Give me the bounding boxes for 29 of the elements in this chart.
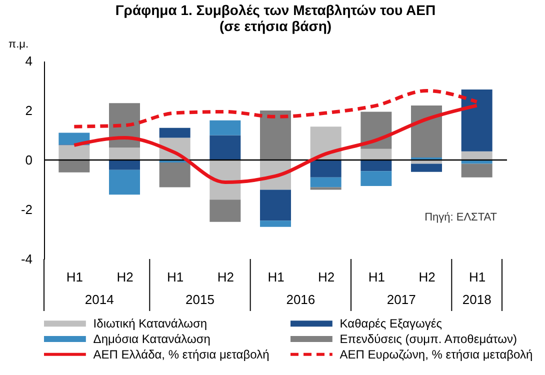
- y-tick-label: 2: [25, 103, 32, 118]
- legend-label: Καθαρές Εξαγωγές: [340, 316, 442, 331]
- legend-label: Ιδιωτική Κατανάλωση: [93, 316, 208, 331]
- x-tick-label: H1: [66, 270, 83, 284]
- x-tick-label: H1: [368, 270, 385, 284]
- text: 2018: [462, 292, 492, 307]
- y-tick-label: -4: [20, 252, 32, 266]
- legend-label: ΑΕΠ Ελλάδα, % ετήσια μεταβολή: [93, 347, 270, 362]
- text: 2015: [186, 292, 214, 307]
- y-tick-label: -2: [20, 202, 32, 217]
- x-tick-label: H1: [167, 270, 184, 284]
- chart-title: Γράφημα 1. Συμβολές των Μεταβλητών του ΑΕΠ: [115, 2, 436, 18]
- legend-label: ΑΕΠ Ευρωζώνη, % ετήσια μεταβολή: [340, 347, 533, 362]
- x-tick-label: H1: [268, 270, 284, 284]
- x-tick-label: H1: [469, 270, 486, 284]
- x-tick-label: H2: [318, 270, 335, 284]
- y-axis-title: π.μ.: [8, 38, 29, 50]
- y-tick-label: 4: [25, 54, 32, 68]
- x-tick-label: H2: [217, 270, 234, 284]
- text: 2014: [84, 292, 114, 307]
- text: 2016: [286, 292, 316, 307]
- legend-label: Δημόσια Κατανάλωση: [93, 332, 210, 346]
- chart-subtitle: (σε ετήσια βάση): [219, 18, 332, 34]
- x-tick-label: H2: [418, 270, 436, 284]
- text: 2017: [386, 292, 416, 307]
- annotation: Πηγή: ΕΛΣΤΑΤ: [424, 211, 498, 224]
- x-tick-label: H2: [116, 270, 134, 284]
- y-tick-label: 0: [25, 152, 32, 168]
- legend-label: Επενδύσεις (συμπ. Αποθεμάτων): [340, 332, 517, 346]
